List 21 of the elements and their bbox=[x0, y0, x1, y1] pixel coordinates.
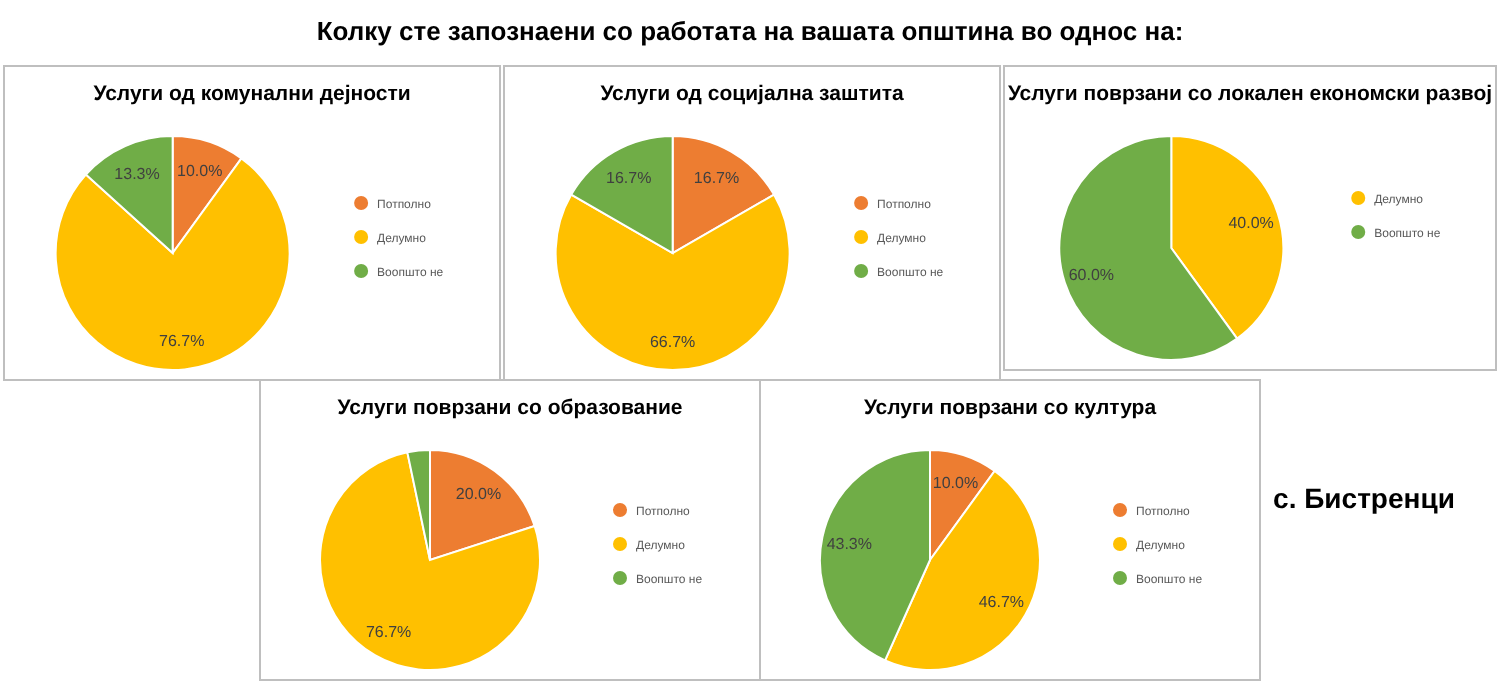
text: Колку сте запознаени со работата на вашата општина во однос на: bbox=[316, 16, 1184, 46]
chart-title: Услуги од социјална заштита bbox=[600, 82, 904, 106]
data-label: 43.3% bbox=[826, 534, 873, 553]
chart-title: Услуги поврзани со култура bbox=[863, 396, 1157, 420]
data-label: 40.0% bbox=[1228, 214, 1274, 233]
data-label: 16.7% bbox=[606, 169, 652, 188]
data-label: 13.3% bbox=[114, 164, 160, 183]
chart-title: Услуги поврзани со образование bbox=[337, 396, 683, 420]
data-label: 76.7% bbox=[365, 623, 412, 642]
data-label: 76.7% bbox=[159, 332, 205, 351]
data-label: 10.0% bbox=[177, 161, 223, 180]
data-label: 20.0% bbox=[455, 485, 502, 504]
text: с. Бистренци bbox=[1273, 482, 1455, 514]
chart-title: Услуги поврзани со локален економски развој bbox=[1007, 82, 1493, 106]
chart-title: Услуги од комунални дејности bbox=[93, 82, 411, 106]
data-label: 46.7% bbox=[978, 593, 1025, 612]
data-label: 16.7% bbox=[693, 169, 740, 188]
pie-slice bbox=[319, 451, 541, 671]
data-label: 66.7% bbox=[649, 332, 696, 351]
data-label: 10.0% bbox=[932, 473, 979, 492]
data-label: 60.0% bbox=[1068, 265, 1115, 284]
